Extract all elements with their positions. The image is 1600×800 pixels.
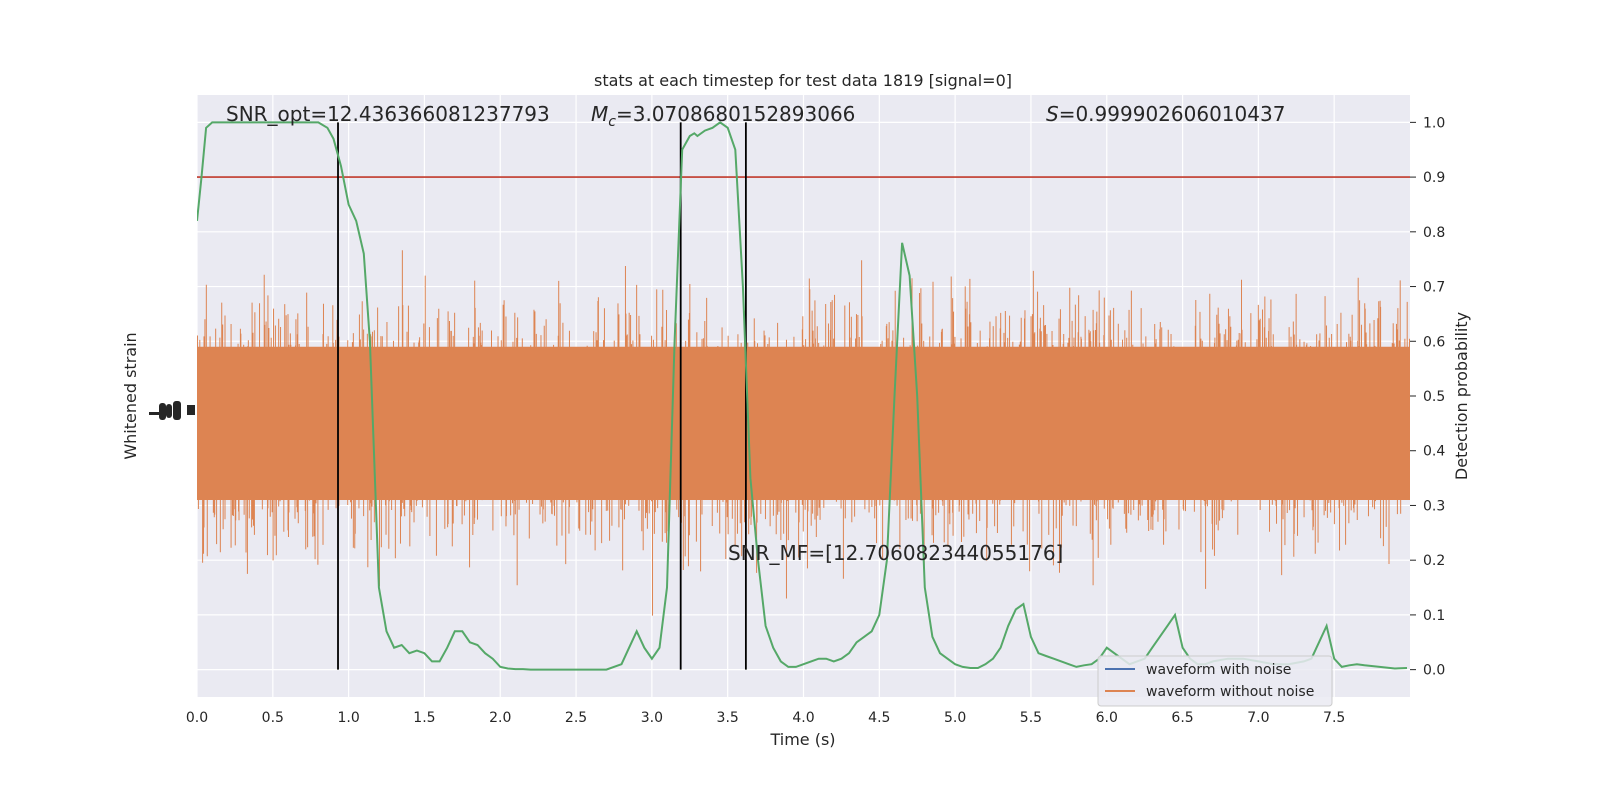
- s-symbol: S: [1046, 102, 1059, 126]
- y-right-axis-ticks: 0.0 0.1 0.2 0.3 0.4 0.5 0.6 0.7 0.8 0.9 1.0: [1410, 115, 1445, 679]
- x-tick-label: 2.0: [489, 710, 511, 726]
- vertical-lines: [337, 122, 747, 670]
- x-tick-label: 3.0: [641, 710, 663, 726]
- x-tick-label: 0.0: [186, 710, 208, 726]
- legend: waveform with noise waveform without noi…: [1097, 655, 1333, 707]
- x-tick-label: 4.0: [792, 710, 814, 726]
- y-right-axis-label: Detection probability: [1452, 312, 1471, 480]
- mc-subscript: c: [608, 114, 616, 130]
- x-tick-label: 6.0: [1096, 710, 1118, 726]
- mc-annotation: Mc=3.0708680152893066: [591, 102, 855, 130]
- y-right-tick-label: 1.0: [1423, 115, 1445, 131]
- x-axis-ticks: 0.0 0.5 1.0 1.5 2.0 2.5 3.0 3.5 4.0 4.5 5.0 5.5 6.0 6…: [186, 710, 1345, 726]
- y-right-tick-label: 0.7: [1423, 280, 1445, 296]
- x-tick-label: 6.5: [1171, 710, 1193, 726]
- y-right-tick-label: 0.1: [1423, 608, 1445, 624]
- y-right-tick-label: 0.3: [1423, 498, 1445, 514]
- legend-label-without-noise: waveform without noise: [1146, 684, 1314, 700]
- y-right-tick-label: 0.5: [1423, 389, 1445, 405]
- y-right-tick-label: 0.4: [1423, 444, 1445, 460]
- legend-box: [1097, 655, 1333, 707]
- left-axis-tick-glyph: [149, 401, 195, 420]
- mc-symbol: M: [591, 102, 608, 126]
- y-right-tick-label: 0.9: [1423, 170, 1445, 186]
- legend-label-with-noise: waveform with noise: [1146, 662, 1291, 678]
- s-annotation: S=0.999902606010437: [1046, 102, 1285, 126]
- y-right-tick-label: 0.2: [1423, 553, 1445, 569]
- y-right-tick-label: 0.6: [1423, 334, 1445, 350]
- x-tick-label: 4.5: [868, 710, 890, 726]
- x-tick-label: 7.5: [1323, 710, 1345, 726]
- plot-content: [197, 121, 1410, 671]
- y-right-tick-label: 0.8: [1423, 225, 1445, 241]
- x-tick-label: 0.5: [262, 710, 284, 726]
- x-tick-label: 2.5: [565, 710, 587, 726]
- snr-mf-annotation: SNR_MF=[12.706082344055176]: [728, 541, 1063, 565]
- mc-value: =3.0708680152893066: [616, 102, 855, 126]
- y-right-tick-label: 0.0: [1423, 663, 1445, 679]
- waveform-without-noise-line: [197, 250, 1410, 616]
- probability-group: [197, 121, 1408, 671]
- chart-title: stats at each timestep for test data 181…: [594, 71, 1012, 90]
- x-axis-label: Time (s): [769, 730, 835, 749]
- x-tick-label: 7.0: [1247, 710, 1269, 726]
- s-value: =0.999902606010437: [1059, 102, 1286, 126]
- y-left-axis-label: Whitened strain: [121, 332, 140, 459]
- detection-probability-line: [197, 121, 1408, 671]
- x-tick-label: 1.0: [337, 710, 359, 726]
- x-tick-label: 5.5: [1020, 710, 1042, 726]
- snr-opt-annotation: SNR_opt=12.436366081237793: [226, 102, 550, 126]
- x-tick-label: 3.5: [717, 710, 739, 726]
- waveform-without-noise-series: [197, 250, 1410, 616]
- x-tick-label: 5.0: [944, 710, 966, 726]
- x-tick-label: 1.5: [413, 710, 435, 726]
